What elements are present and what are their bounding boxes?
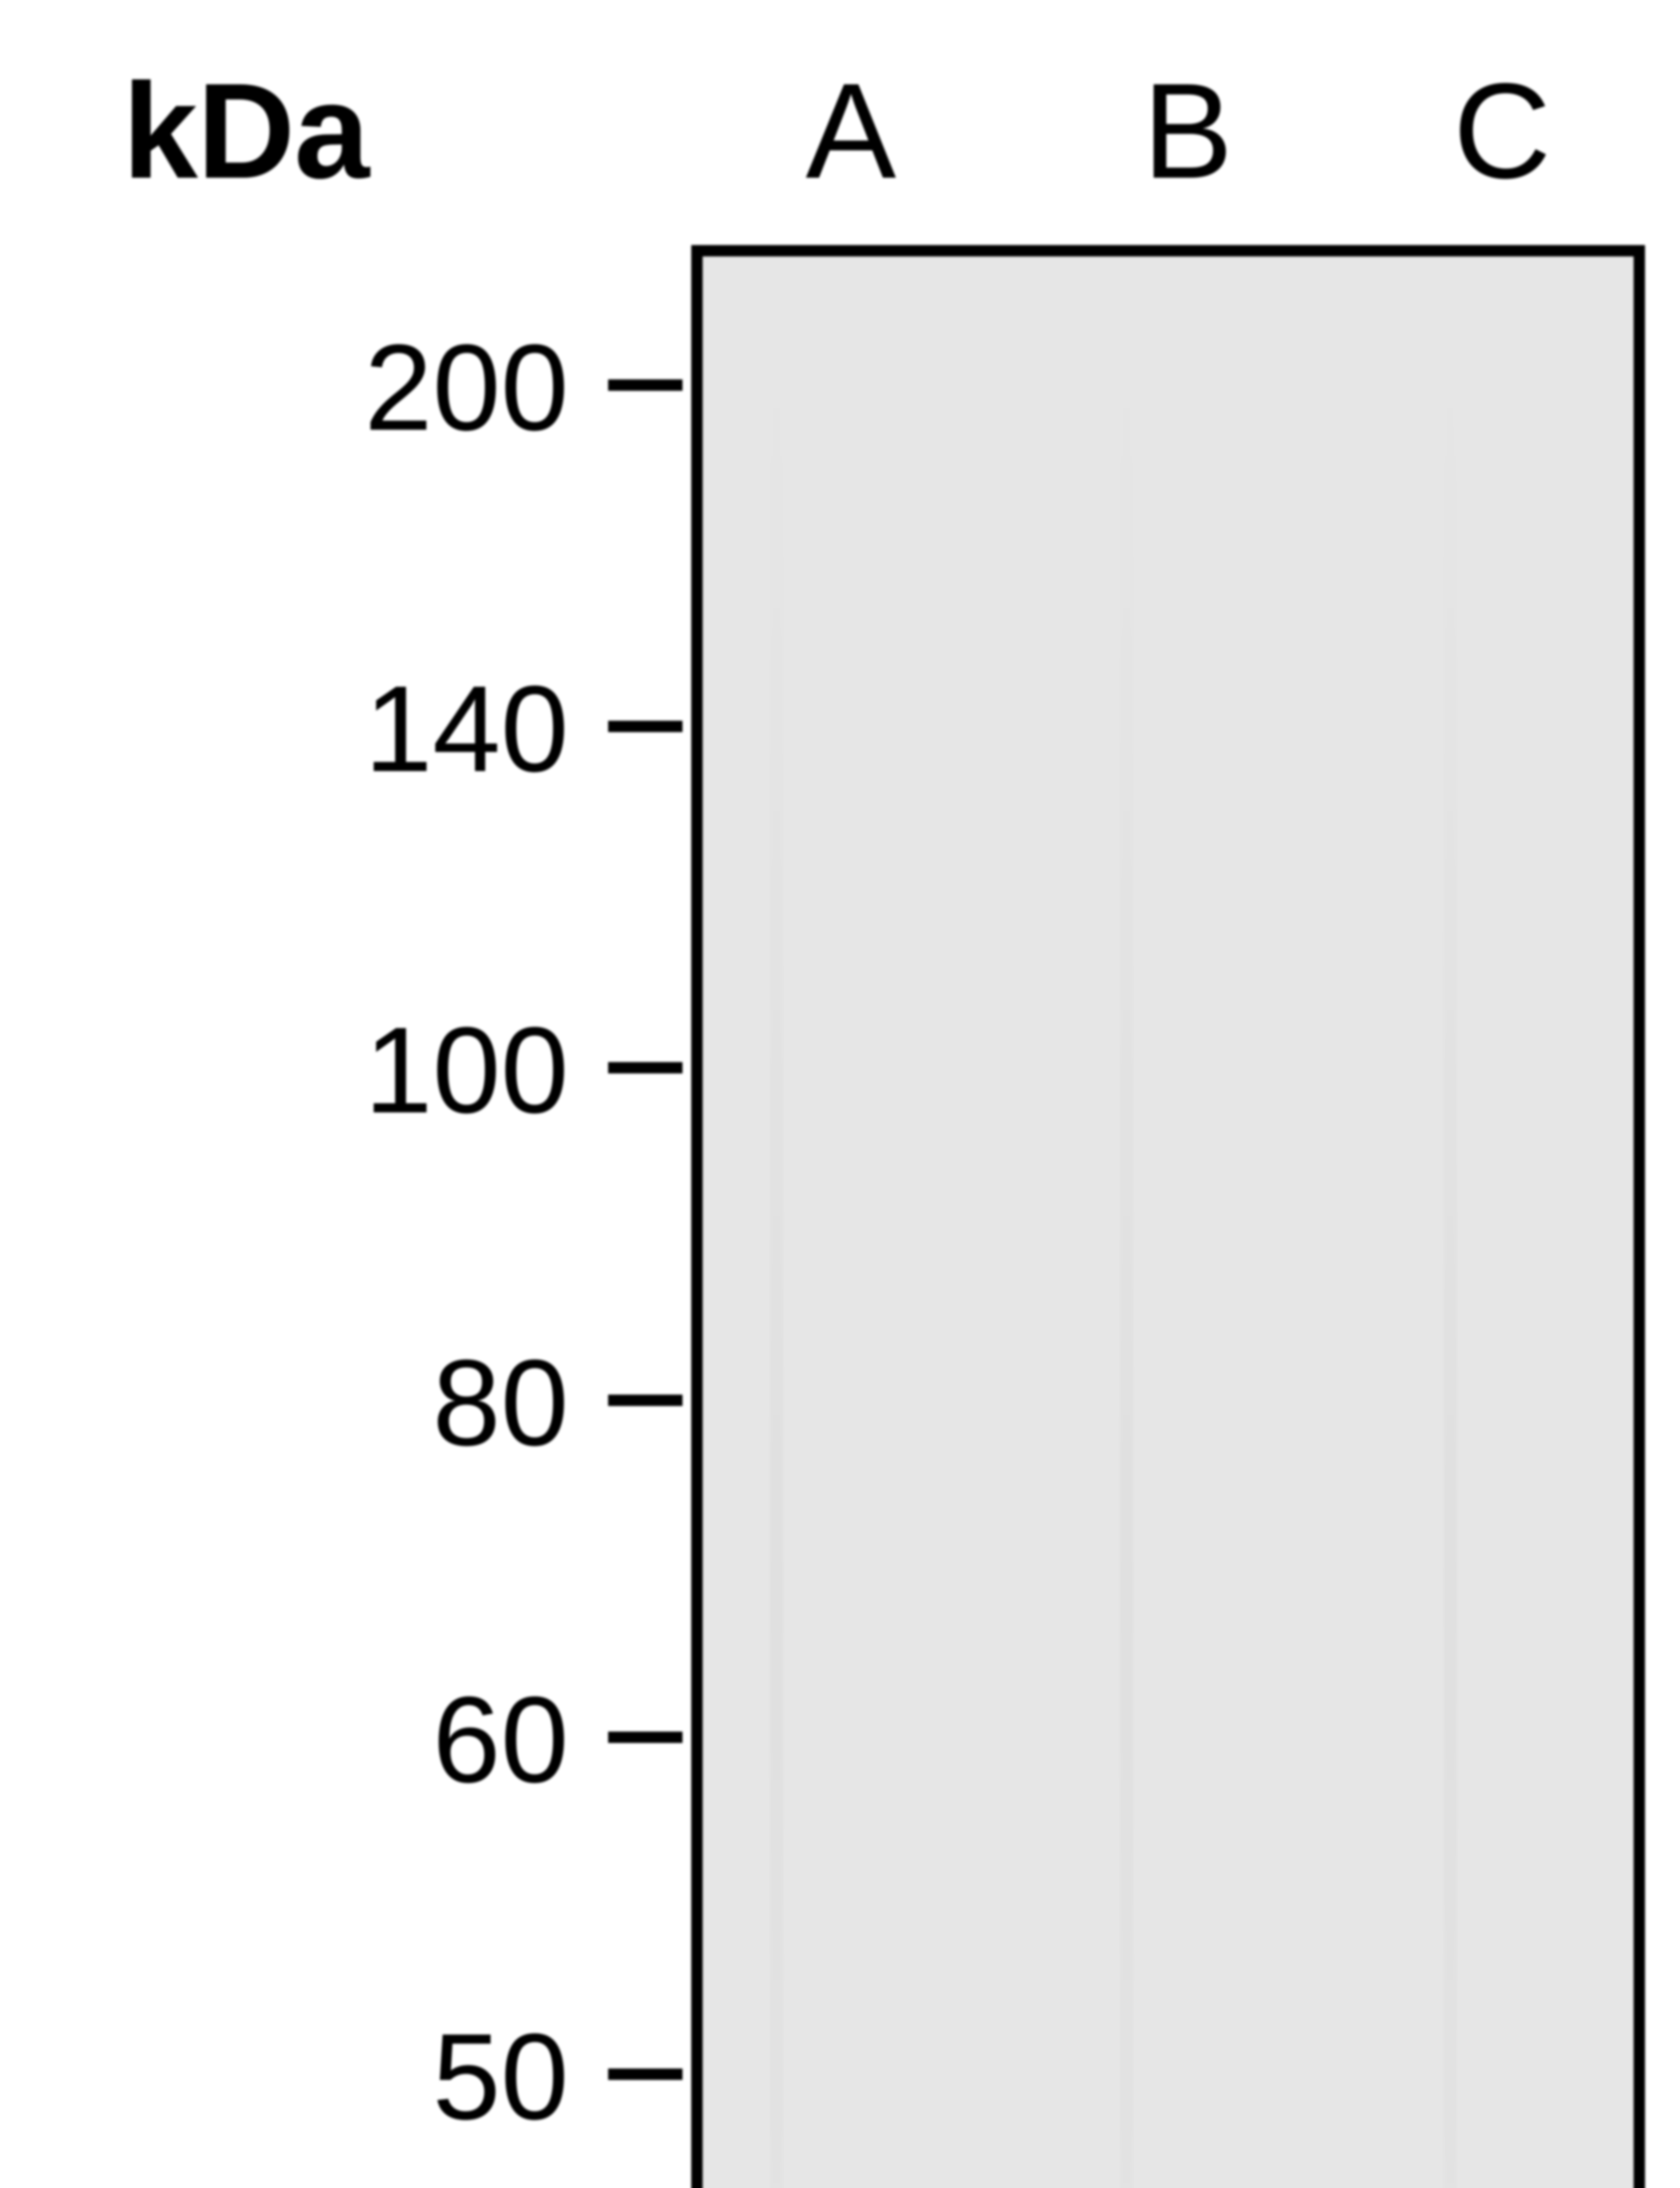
lane-label: C — [1453, 53, 1551, 209]
blot-frame — [691, 245, 1645, 2188]
tick-mark — [608, 721, 682, 732]
kda-unit-label: kDa — [122, 53, 369, 209]
tick-mark — [608, 379, 682, 391]
tick-label: 80 — [0, 1333, 569, 1473]
figure-canvas: kDa ABC 200140100806050403020 — [0, 0, 1680, 2188]
tick-mark — [608, 1062, 682, 1073]
tick-label: 60 — [0, 1670, 569, 1810]
lane-label: A — [806, 53, 896, 209]
blot-background — [703, 256, 1634, 2188]
faint-streak — [770, 306, 783, 2188]
faint-streak — [1444, 306, 1457, 2188]
tick-label: 50 — [0, 2007, 569, 2147]
tick-mark — [608, 1395, 682, 1406]
faint-streak — [1120, 306, 1133, 2188]
tick-mark — [608, 2069, 682, 2080]
tick-label: 200 — [0, 318, 569, 458]
lane-label: B — [1143, 53, 1233, 209]
tick-mark — [608, 1732, 682, 1743]
tick-label: 140 — [0, 659, 569, 799]
tick-label: 100 — [0, 1000, 569, 1141]
